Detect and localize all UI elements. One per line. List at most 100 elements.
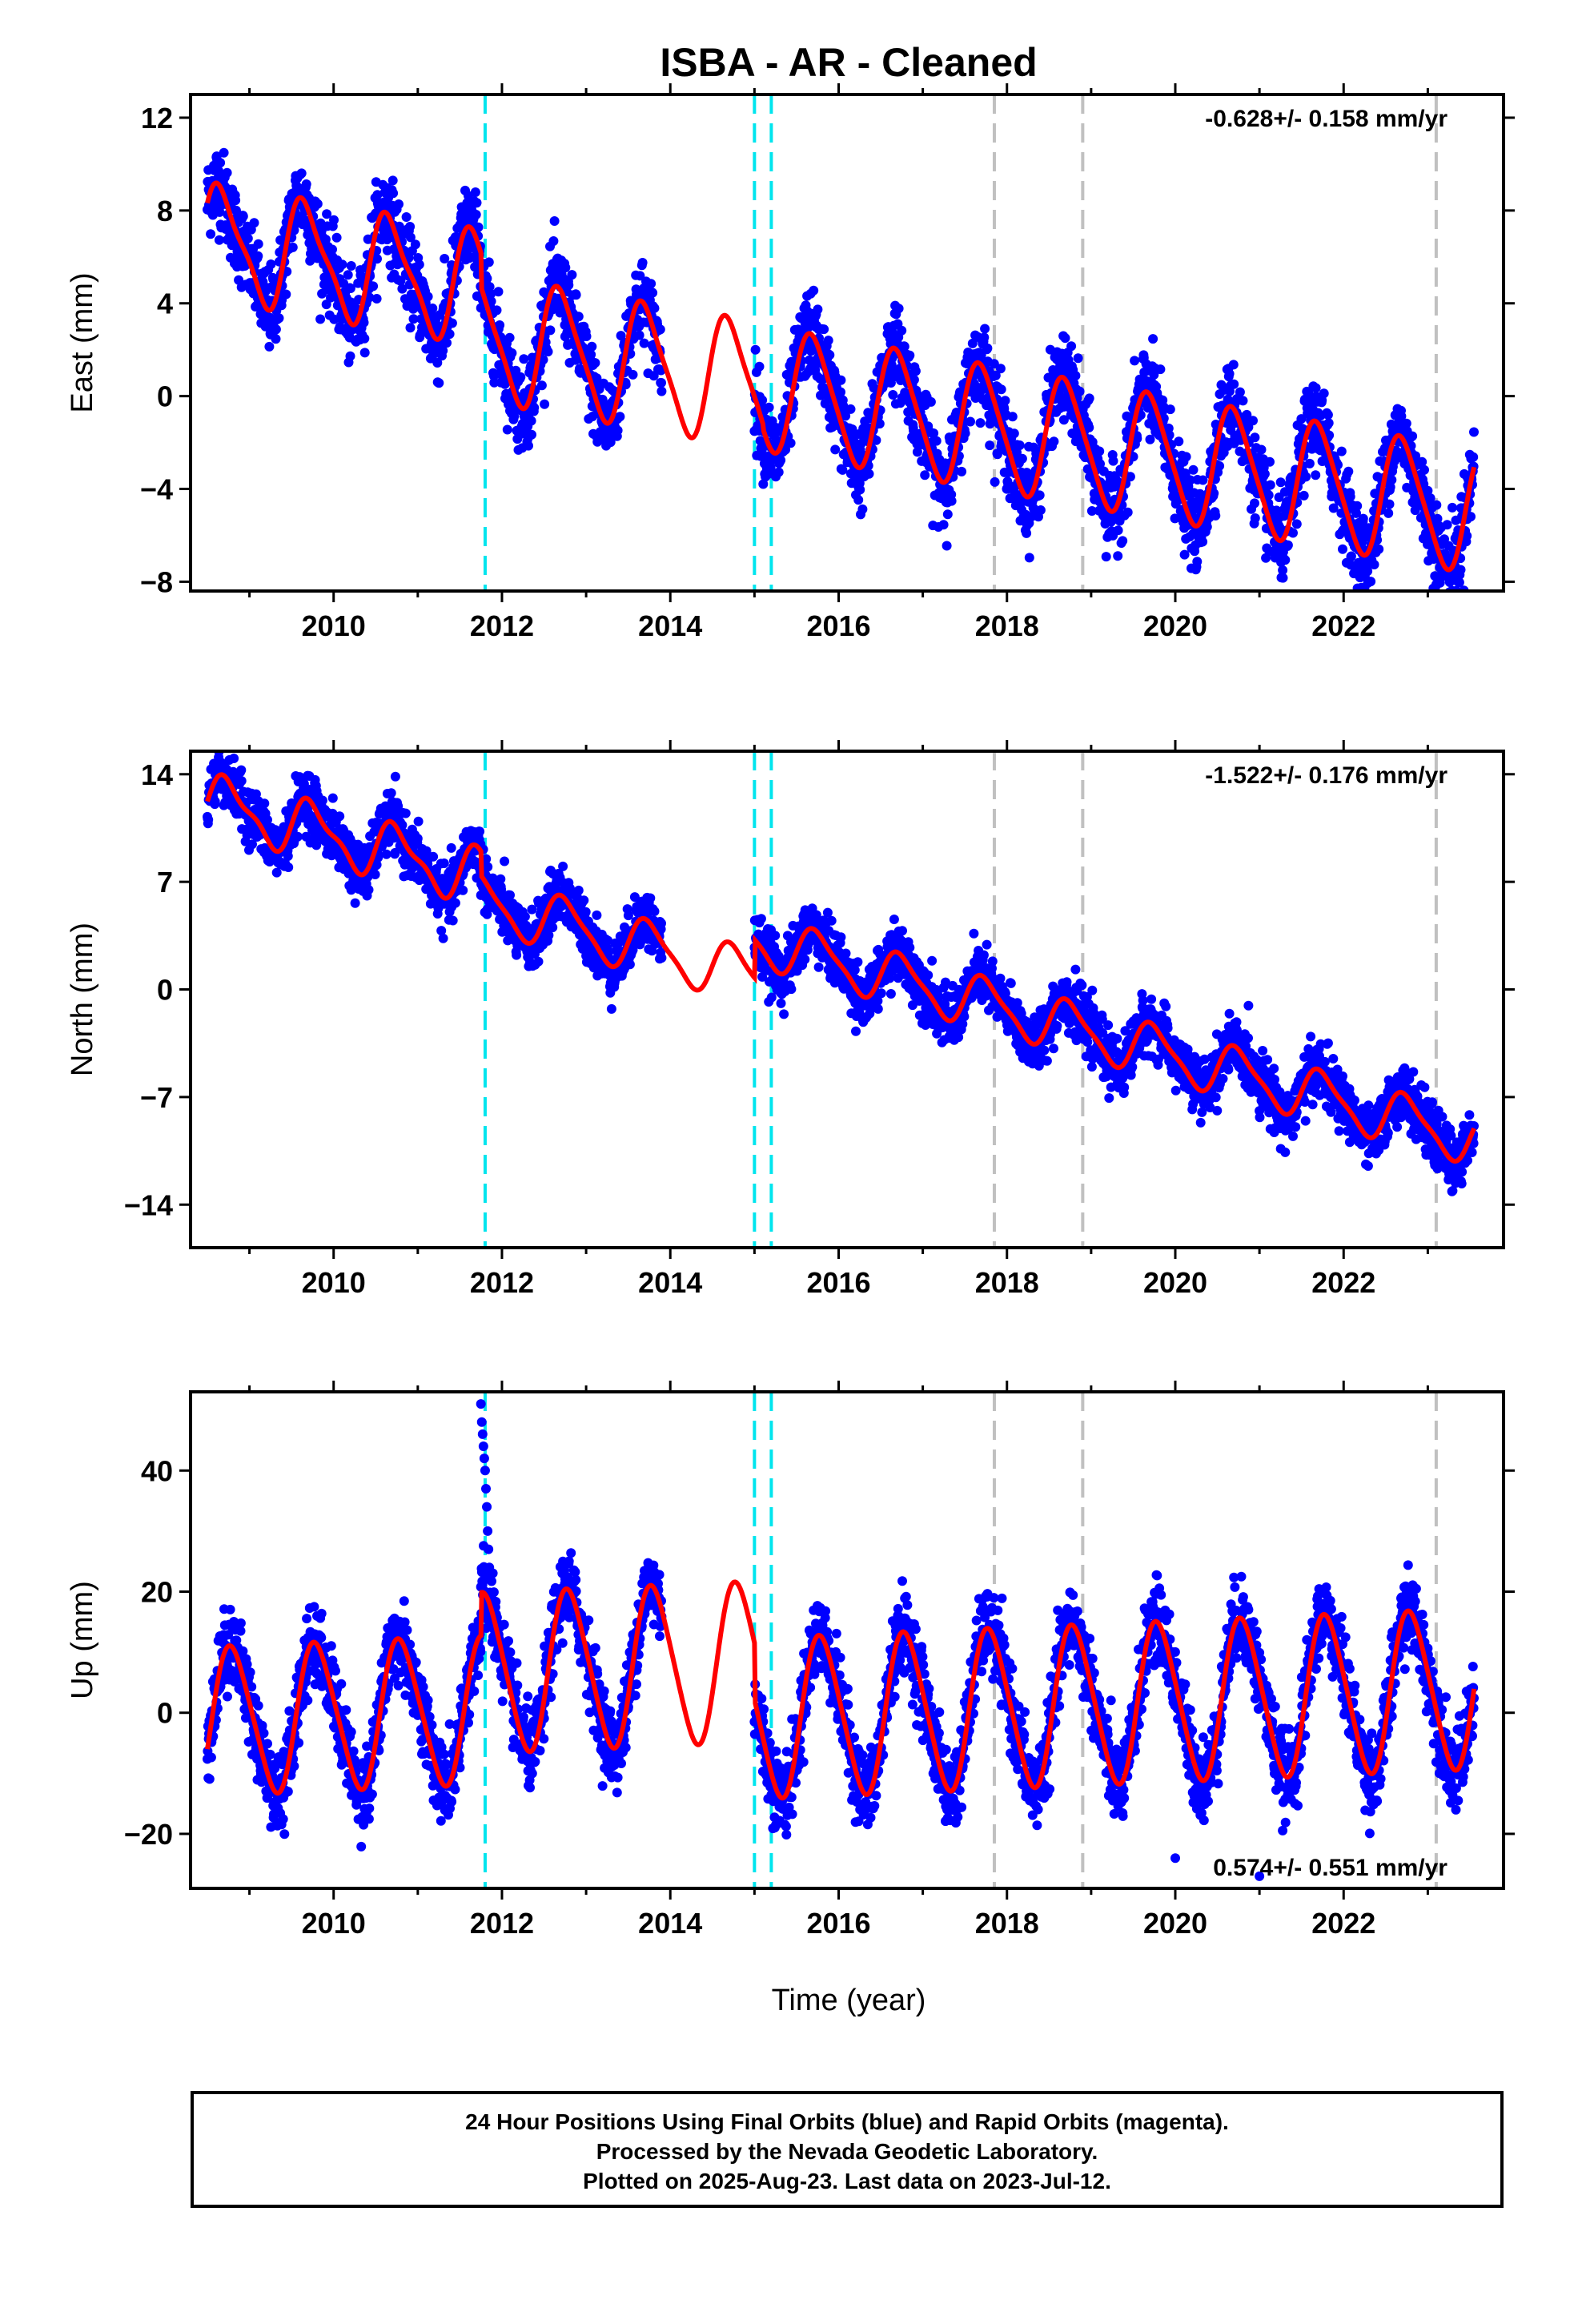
data-point (1265, 480, 1275, 490)
data-point (264, 341, 275, 352)
data-point (1209, 489, 1219, 498)
data-point (773, 467, 784, 477)
data-point (524, 440, 533, 451)
data-point (203, 814, 214, 825)
data-point (560, 263, 571, 273)
data-point (236, 776, 247, 786)
data-point (920, 470, 930, 480)
data-point (1070, 371, 1081, 381)
data-point (982, 343, 993, 353)
data-point (1363, 566, 1373, 577)
data-point (1299, 490, 1309, 501)
data-point (1352, 501, 1363, 511)
data-point (372, 254, 382, 264)
data-point (214, 166, 224, 176)
data-point (450, 898, 460, 908)
data-point (1324, 430, 1335, 440)
data-point (1224, 368, 1235, 379)
data-point (549, 216, 560, 226)
data-point (1024, 553, 1034, 563)
data-point (1125, 472, 1135, 482)
data-point (1442, 520, 1452, 530)
data-point (957, 466, 967, 476)
data-point (1304, 458, 1315, 468)
data-point (592, 910, 602, 920)
data-point (946, 496, 957, 506)
data-point (830, 444, 841, 455)
data-point (1148, 334, 1158, 344)
data-point (938, 520, 949, 530)
data-point (813, 304, 823, 315)
data-point (210, 796, 220, 806)
data-point (327, 244, 337, 255)
data-point (942, 509, 953, 520)
data-point (990, 370, 1001, 380)
data-point (1275, 477, 1286, 488)
data-point (929, 428, 939, 438)
data-point (500, 379, 510, 389)
data-point (966, 416, 975, 427)
data-point (428, 851, 439, 862)
data-point (1185, 475, 1195, 485)
data-point (750, 344, 761, 355)
x-tick-label: 2022 (1311, 609, 1375, 642)
data-point (238, 211, 248, 222)
data-point (573, 312, 584, 322)
data-point (1345, 492, 1355, 502)
data-point (253, 251, 263, 261)
data-point (1198, 475, 1208, 485)
data-point (444, 329, 455, 340)
data-point (1118, 536, 1128, 546)
data-point (475, 826, 485, 837)
data-point (1060, 333, 1070, 344)
data-point (387, 175, 398, 186)
data-point (1462, 531, 1472, 541)
data-point (315, 314, 326, 324)
data-point (225, 742, 235, 751)
data-point (440, 254, 450, 263)
data-point (274, 313, 284, 324)
data-point (1419, 464, 1429, 475)
data-point (493, 287, 504, 297)
data-point (390, 771, 400, 782)
data-point (1338, 544, 1347, 554)
data-point (628, 369, 638, 380)
data-point (492, 305, 502, 316)
data-point (215, 158, 226, 168)
data-point (579, 895, 589, 906)
data-point (1280, 555, 1291, 565)
data-point (259, 798, 270, 809)
data-point (942, 541, 952, 551)
data-point (370, 870, 380, 879)
data-point (1132, 433, 1142, 444)
east-axis-label: East (mm) (66, 272, 99, 412)
data-point (512, 950, 522, 960)
data-point (1291, 519, 1302, 529)
data-point (519, 354, 529, 364)
data-point (888, 390, 898, 400)
data-point (1084, 393, 1094, 404)
data-point (825, 350, 835, 360)
data-point (219, 147, 229, 158)
data-point (649, 303, 660, 313)
data-point (327, 793, 338, 803)
data-point (785, 438, 796, 448)
data-point (979, 332, 990, 343)
data-point (905, 350, 915, 360)
data-point (757, 395, 768, 405)
data-point (329, 314, 339, 324)
data-point (1108, 456, 1118, 466)
data-point (442, 338, 452, 348)
figure-title: ISBA - AR - Cleaned (660, 40, 1037, 85)
data-point (1179, 549, 1190, 560)
data-point (655, 324, 665, 335)
data-point (434, 378, 444, 388)
data-point (1301, 472, 1311, 482)
data-point (396, 275, 406, 286)
data-point (1401, 418, 1411, 428)
data-point (1442, 598, 1452, 608)
data-point (405, 323, 416, 333)
data-point (472, 198, 482, 208)
data-point (1343, 466, 1354, 476)
data-point (231, 195, 241, 206)
